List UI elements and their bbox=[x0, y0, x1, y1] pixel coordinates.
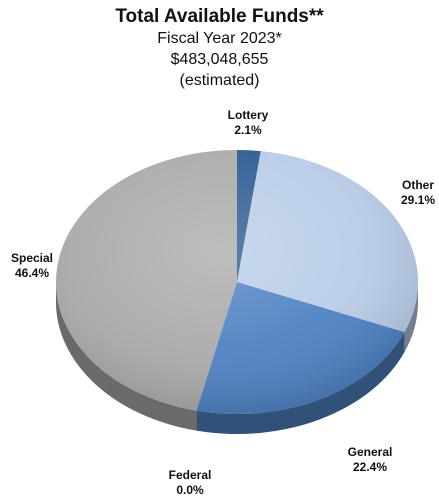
data-label-federal: Federal 0.0% bbox=[169, 468, 212, 497]
pie-side-special bbox=[56, 282, 197, 431]
chart-title: Total Available Funds** bbox=[115, 6, 324, 27]
data-label-general: General 22.4% bbox=[348, 445, 393, 474]
chart-subtitle-1: Fiscal Year 2023* bbox=[157, 30, 282, 47]
data-label-name: General bbox=[348, 445, 393, 459]
data-label-name: Lottery bbox=[228, 108, 269, 122]
pie-side-general bbox=[196, 332, 405, 434]
data-label-name: Other bbox=[402, 178, 434, 192]
data-label-value: 22.4% bbox=[353, 460, 387, 474]
pie-side-other bbox=[404, 282, 418, 353]
data-label-value: 46.4% bbox=[15, 266, 49, 280]
data-label-value: 0.0% bbox=[176, 483, 204, 497]
chart-subtitle-2: $483,048,655 bbox=[170, 51, 269, 68]
pie-highlight bbox=[56, 150, 418, 414]
chart-subtitle-3: (estimated) bbox=[179, 72, 260, 89]
data-label-name: Federal bbox=[169, 468, 212, 482]
data-label-lottery: Lottery 2.1% bbox=[228, 108, 269, 137]
chart-titles: Total Available Funds** Fiscal Year 2023… bbox=[0, 6, 439, 91]
data-label-special: Special 46.4% bbox=[11, 251, 53, 280]
data-label-other: Other 29.1% bbox=[401, 178, 435, 207]
data-label-name: Special bbox=[11, 251, 53, 265]
data-label-value: 29.1% bbox=[401, 193, 435, 207]
data-label-value: 2.1% bbox=[234, 123, 262, 137]
